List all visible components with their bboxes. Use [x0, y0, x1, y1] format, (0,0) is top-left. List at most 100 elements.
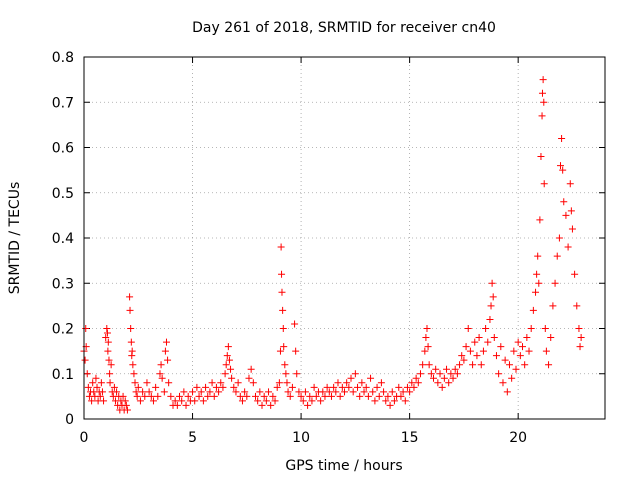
data-point	[364, 392, 372, 400]
x-tick-label: 15	[401, 430, 419, 446]
data-point	[482, 325, 490, 332]
y-tick-label: 0.1	[52, 367, 74, 383]
data-point	[336, 392, 344, 400]
data-point	[306, 392, 314, 400]
data-point	[189, 388, 197, 396]
data-point	[456, 361, 464, 369]
data-point	[477, 361, 485, 369]
data-point	[119, 392, 127, 400]
data-point	[422, 334, 430, 342]
data-point	[126, 306, 134, 314]
data-point	[195, 392, 203, 400]
data-point	[551, 279, 559, 287]
data-point	[243, 392, 251, 400]
data-point	[278, 270, 286, 278]
data-point	[202, 383, 210, 391]
data-point	[212, 383, 220, 391]
tick-labels: 0 0.1 0.2 0.3 0.4 0.5 0.6 0.7 0.8 0 5 10 15 20	[52, 50, 527, 446]
data-point	[521, 361, 529, 369]
data-point	[269, 392, 277, 400]
data-point	[96, 392, 104, 400]
data-point	[519, 343, 527, 351]
data-point	[469, 361, 477, 369]
data-point	[373, 383, 381, 391]
data-point	[228, 374, 236, 382]
data-point	[221, 370, 229, 378]
data-point	[234, 379, 242, 387]
data-point	[134, 383, 142, 391]
data-point	[297, 392, 305, 400]
data-point	[525, 347, 533, 355]
data-point	[256, 388, 264, 396]
data-point	[83, 370, 91, 378]
data-point	[390, 397, 398, 405]
data-point	[403, 383, 411, 391]
data-point	[377, 379, 385, 387]
data-point	[84, 383, 92, 391]
data-point	[131, 379, 139, 387]
y-tick-label: 0.7	[52, 95, 74, 111]
data-point	[382, 397, 390, 405]
data-point	[321, 392, 329, 400]
data-point	[149, 397, 157, 405]
data-point	[388, 388, 396, 396]
data-point	[539, 76, 547, 84]
data-point	[325, 388, 333, 396]
data-point	[351, 370, 359, 378]
data-point	[141, 392, 149, 400]
data-point	[427, 370, 435, 378]
data-point	[173, 401, 181, 409]
data-point	[440, 374, 448, 382]
data-point	[184, 392, 192, 400]
data-point	[527, 325, 535, 332]
data-point	[279, 306, 287, 314]
chart-title: Day 261 of 2018, SRMTID for receiver cn4…	[192, 20, 496, 36]
data-point	[110, 383, 118, 391]
data-point	[82, 325, 90, 332]
data-point	[401, 397, 409, 405]
data-point	[332, 388, 340, 396]
data-point	[458, 352, 466, 360]
data-point	[512, 365, 520, 373]
data-point	[225, 356, 233, 364]
data-point	[410, 383, 418, 391]
data-point	[529, 306, 537, 314]
data-point	[514, 338, 522, 346]
data-point	[278, 288, 286, 296]
data-point	[100, 397, 108, 405]
x-axis-label: GPS time / hours	[285, 458, 402, 474]
data-point	[406, 388, 414, 396]
data-point	[538, 112, 546, 120]
data-point	[310, 383, 318, 391]
data-point	[532, 288, 540, 296]
data-point	[443, 365, 451, 373]
data-point	[486, 315, 494, 323]
data-point	[88, 397, 96, 405]
data-point	[275, 379, 283, 387]
data-point	[540, 98, 548, 106]
data-point	[460, 356, 468, 364]
data-point	[451, 365, 459, 373]
data-point	[354, 383, 362, 391]
data-point	[230, 383, 238, 391]
data-point	[345, 383, 353, 391]
data-point	[495, 370, 503, 378]
data-point	[224, 343, 232, 351]
data-point	[251, 392, 259, 400]
data-point	[260, 392, 268, 400]
x-tick-label: 0	[80, 430, 89, 446]
data-point	[367, 374, 375, 382]
data-point	[122, 401, 130, 409]
data-point	[262, 397, 270, 405]
data-point	[282, 370, 290, 378]
data-point	[397, 392, 405, 400]
data-point	[356, 392, 364, 400]
data-point	[180, 388, 188, 396]
data-point	[492, 352, 500, 360]
data-points	[80, 76, 585, 414]
data-point	[453, 370, 461, 378]
data-point	[568, 225, 576, 233]
data-point	[288, 383, 296, 391]
data-point	[293, 370, 301, 378]
data-point	[176, 392, 184, 400]
